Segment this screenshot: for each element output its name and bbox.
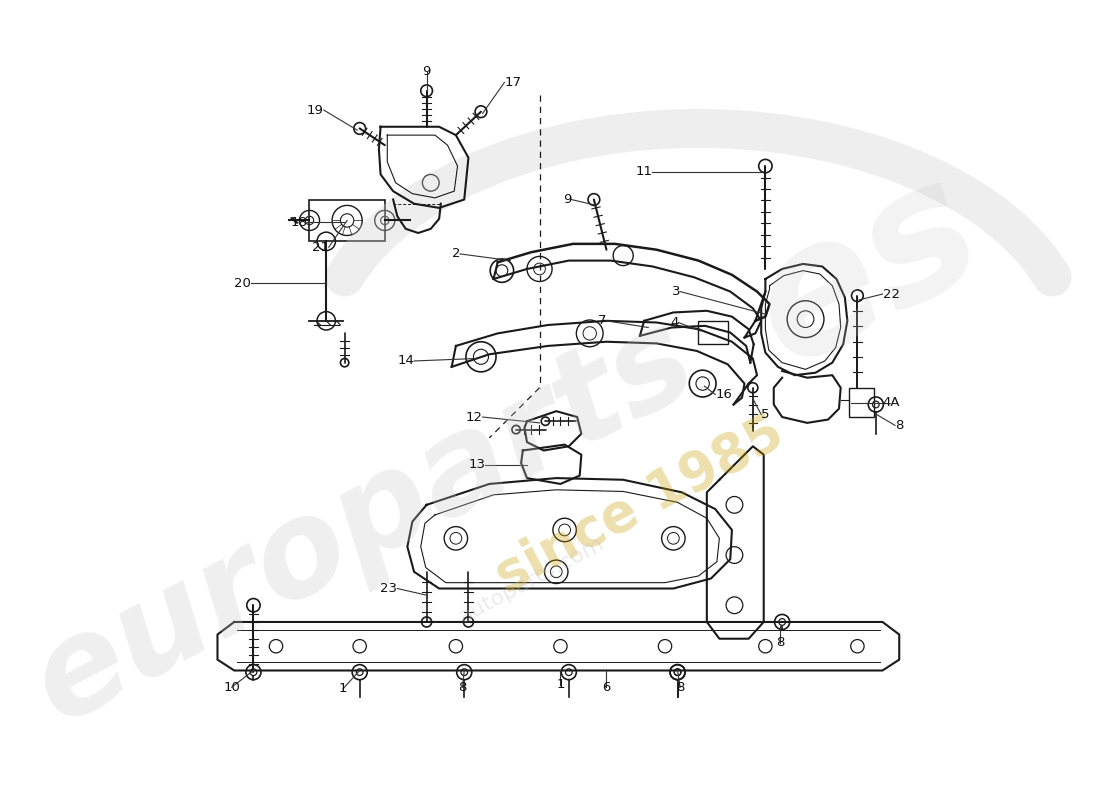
- Text: autoparts.com: autoparts.com: [455, 534, 607, 627]
- Text: since 1985: since 1985: [487, 407, 793, 602]
- Text: 16: 16: [715, 388, 733, 401]
- Text: 8: 8: [895, 419, 903, 432]
- Text: 7: 7: [598, 314, 606, 327]
- Text: 11: 11: [636, 166, 652, 178]
- Text: 9: 9: [422, 65, 431, 78]
- Text: 23: 23: [381, 582, 397, 595]
- Text: europarts: europarts: [12, 294, 716, 749]
- Text: 1: 1: [557, 678, 564, 691]
- Text: 21: 21: [311, 241, 329, 254]
- Text: 4A: 4A: [882, 396, 900, 410]
- Bar: [309, 199, 385, 242]
- Text: 20: 20: [234, 277, 251, 290]
- Text: 1: 1: [339, 682, 348, 695]
- Text: 14: 14: [397, 354, 414, 367]
- Text: 13: 13: [469, 458, 485, 471]
- Text: 12: 12: [465, 410, 483, 423]
- Text: 18: 18: [290, 216, 307, 229]
- Text: 17: 17: [505, 76, 521, 89]
- Text: es: es: [723, 139, 1009, 402]
- Text: 3: 3: [672, 285, 680, 298]
- Text: 8: 8: [777, 636, 784, 650]
- Text: 10: 10: [223, 681, 240, 694]
- Text: 9: 9: [563, 193, 571, 206]
- Text: 19: 19: [307, 103, 323, 117]
- Bar: [849, 388, 875, 417]
- Text: 8: 8: [459, 681, 466, 694]
- Text: 6: 6: [603, 681, 611, 694]
- Text: 8: 8: [675, 681, 684, 694]
- Text: 5: 5: [761, 408, 770, 421]
- Text: 22: 22: [882, 287, 900, 301]
- Bar: [698, 321, 728, 344]
- Text: 4: 4: [670, 316, 679, 329]
- Text: 2: 2: [452, 247, 460, 261]
